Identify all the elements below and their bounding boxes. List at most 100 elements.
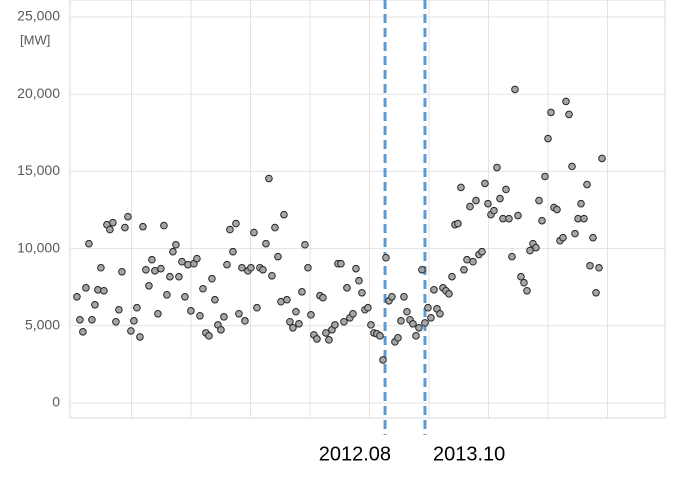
point: [382, 253, 390, 262]
point: [148, 255, 156, 264]
point: [571, 229, 579, 238]
point: [241, 317, 249, 325]
point: [577, 199, 585, 208]
point: [121, 223, 129, 232]
point: [559, 233, 567, 242]
point: [79, 328, 87, 336]
point: [139, 222, 147, 231]
point: [562, 97, 570, 106]
point: [97, 263, 105, 272]
point: [304, 263, 312, 272]
point: [91, 301, 99, 309]
point: [211, 295, 219, 304]
point: [88, 315, 96, 324]
point: [172, 240, 180, 249]
point: [589, 233, 597, 242]
point: [583, 180, 591, 189]
point: [160, 221, 168, 230]
point: [457, 183, 465, 192]
y-tick-label: 0: [52, 394, 60, 410]
point: [493, 163, 501, 172]
point: [367, 321, 375, 329]
point: [349, 309, 357, 318]
point: [223, 260, 231, 269]
point: [166, 272, 174, 281]
point: [73, 292, 81, 301]
point: [181, 292, 189, 301]
point: [421, 319, 429, 327]
point: [301, 240, 309, 249]
point: [400, 292, 408, 301]
point: [238, 263, 246, 272]
point: [208, 274, 216, 283]
point: [82, 284, 90, 292]
point: [595, 263, 603, 272]
point: [319, 293, 327, 302]
point: [379, 356, 387, 364]
point: [532, 243, 540, 252]
point: [409, 319, 417, 328]
point: [514, 211, 522, 220]
point: [526, 246, 534, 255]
point: [484, 199, 492, 208]
point: [508, 252, 516, 261]
point: [418, 265, 426, 274]
point: [94, 286, 102, 294]
point: [424, 303, 432, 312]
point: [430, 286, 438, 294]
point: [100, 286, 108, 295]
y-tick-label: 15,000: [17, 162, 60, 178]
point: [133, 303, 141, 312]
point: [106, 225, 114, 234]
point: [130, 317, 138, 325]
point: [472, 196, 480, 205]
point: [523, 286, 531, 295]
point: [289, 324, 297, 332]
point: [325, 336, 333, 344]
point: [547, 108, 555, 117]
point: [124, 212, 132, 221]
point: [355, 276, 363, 285]
point: [112, 317, 120, 326]
point: [538, 216, 546, 225]
point: [358, 288, 366, 297]
point: [565, 110, 573, 119]
point: [163, 290, 171, 299]
point: [427, 313, 435, 322]
point: [250, 228, 258, 237]
point: [232, 219, 240, 228]
point: [478, 247, 486, 256]
point: [337, 259, 345, 268]
point: [454, 219, 462, 228]
point: [298, 288, 306, 296]
point: [76, 315, 84, 324]
point: [460, 265, 468, 274]
point: [205, 332, 213, 340]
point: [127, 327, 135, 335]
point: [313, 335, 321, 343]
point: [217, 326, 225, 334]
point: [184, 260, 192, 269]
point: [226, 225, 234, 234]
point: [268, 271, 276, 280]
point: [520, 278, 528, 287]
point: [118, 267, 126, 276]
y-axis-unit: [MW]: [20, 32, 50, 47]
point: [220, 313, 228, 321]
point: [265, 174, 273, 183]
point: [109, 218, 117, 227]
point: [496, 194, 504, 203]
point: [568, 162, 576, 171]
point: [292, 307, 300, 316]
y-tick-label: 10,000: [17, 239, 60, 255]
point: [286, 317, 294, 326]
point: [283, 295, 291, 304]
point: [517, 272, 525, 281]
point: [541, 172, 549, 181]
point: [586, 261, 594, 270]
point: [115, 305, 123, 314]
y-tick-label: 25,000: [17, 8, 60, 24]
point: [394, 334, 402, 342]
y-tick-label: 5,000: [25, 317, 60, 333]
point: [340, 317, 348, 326]
